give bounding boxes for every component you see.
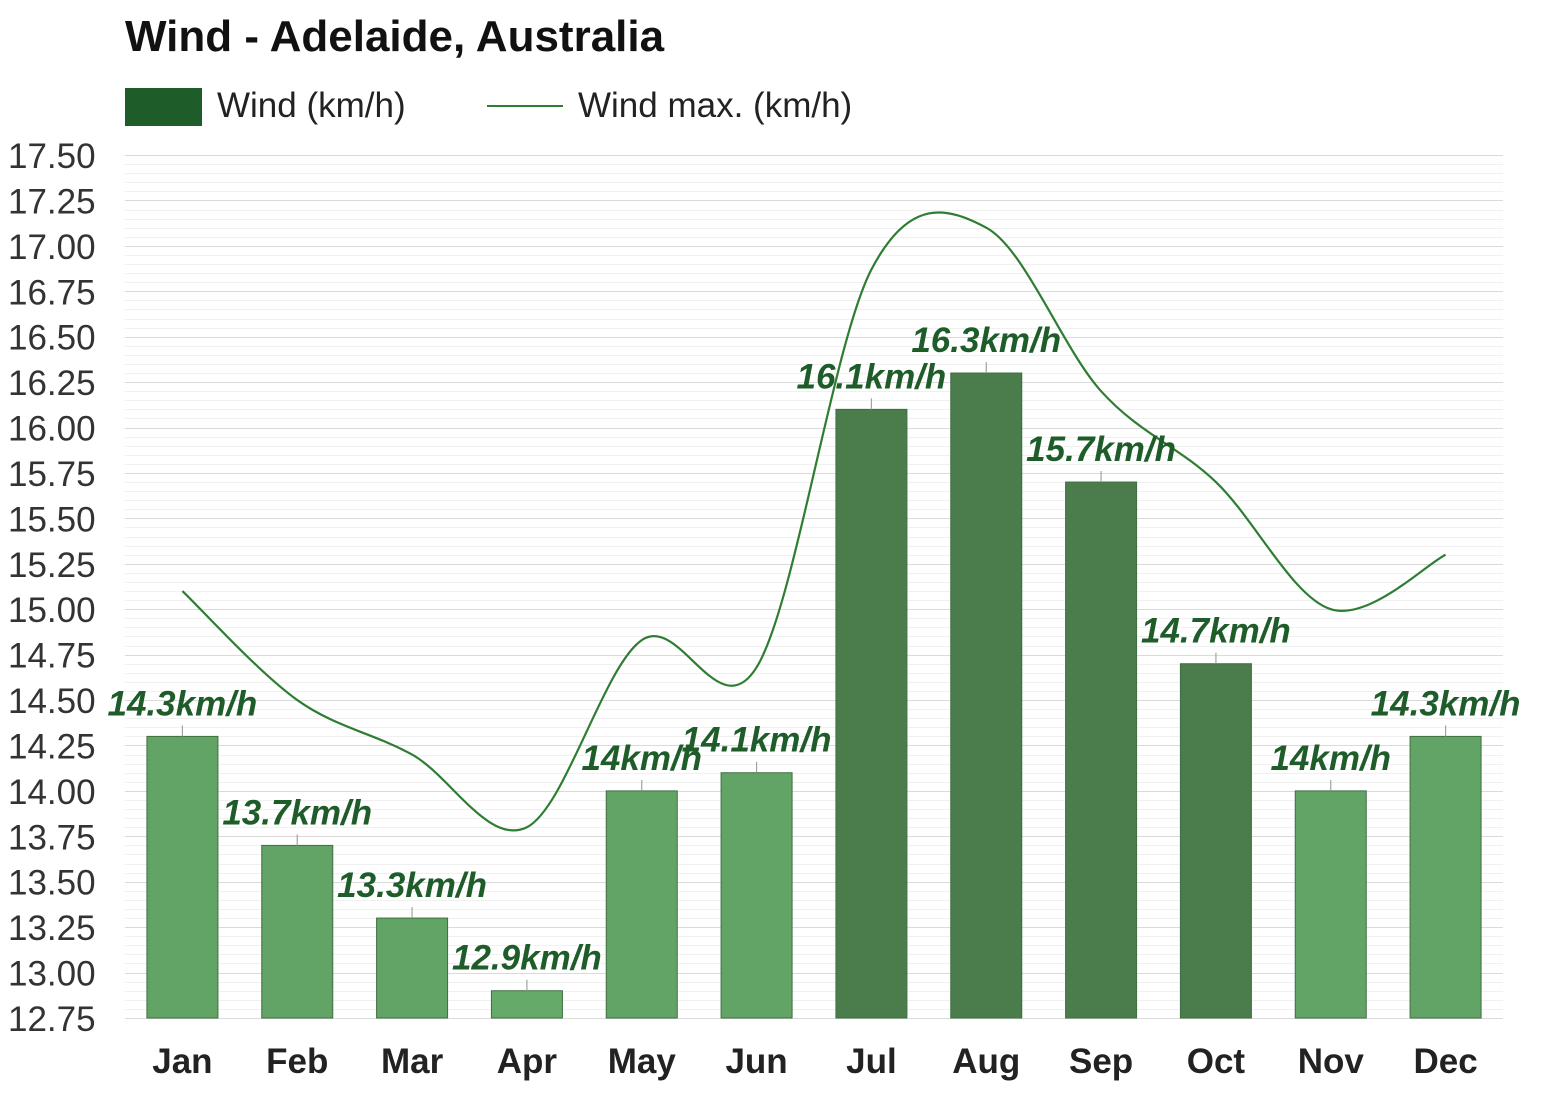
x-tick-label-feb: Feb xyxy=(266,1042,328,1081)
bar-dec xyxy=(1409,735,1482,1019)
y-tick-label: 14.50 xyxy=(8,682,96,721)
y-tick-label: 13.50 xyxy=(8,864,96,903)
x-tick-label-jan: Jan xyxy=(152,1042,212,1081)
data-label-dec: 14.3km/h xyxy=(1371,684,1521,723)
y-tick-label: 16.50 xyxy=(8,319,96,358)
data-label-jan: 14.3km/h xyxy=(108,684,258,723)
y-tick-label: 12.75 xyxy=(8,1000,96,1039)
x-tick-label-jul: Jul xyxy=(846,1042,897,1081)
x-tick-label-sep: Sep xyxy=(1069,1042,1133,1081)
y-tick-label: 16.00 xyxy=(8,410,96,449)
y-tick-label: 15.50 xyxy=(8,500,96,539)
y-axis-tick-labels: 17.50 17.25 17.00 16.75 16.50 16.25 16.00 15.75… xyxy=(8,137,96,1039)
gridlines xyxy=(125,155,1503,1019)
data-label-oct: 14.7km/h xyxy=(1141,612,1291,651)
data-label-aug: 16.3km/h xyxy=(911,321,1061,360)
x-tick-label-aug: Aug xyxy=(952,1042,1020,1081)
bar-jan xyxy=(146,735,219,1019)
bar-feb xyxy=(261,844,334,1019)
data-label-jul: 16.1km/h xyxy=(797,357,947,396)
data-label-sep: 15.7km/h xyxy=(1026,430,1176,469)
y-tick-label: 13.25 xyxy=(8,909,96,948)
y-tick-label: 14.75 xyxy=(8,637,96,676)
data-label-mar: 13.3km/h xyxy=(337,866,487,905)
y-tick-label: 13.75 xyxy=(8,818,96,857)
chart-title: Wind - Adelaide, Australia xyxy=(125,12,665,61)
legend-swatch-wind xyxy=(125,88,202,126)
data-label-nov: 14km/h xyxy=(1270,739,1391,778)
bars xyxy=(146,362,1482,1019)
x-tick-label-jun: Jun xyxy=(725,1042,787,1081)
bar-nov xyxy=(1294,790,1367,1019)
y-tick-label: 14.25 xyxy=(8,727,96,766)
data-label-apr: 12.9km/h xyxy=(452,939,602,978)
x-tick-label-dec: Dec xyxy=(1413,1042,1477,1081)
data-label-may: 14km/h xyxy=(581,739,702,778)
y-tick-label: 16.75 xyxy=(8,273,96,312)
y-tick-label: 13.00 xyxy=(8,955,96,994)
bar-jun xyxy=(720,772,793,1019)
y-tick-label: 17.00 xyxy=(8,228,96,267)
y-tick-label: 15.00 xyxy=(8,591,96,630)
x-tick-label-may: May xyxy=(608,1042,677,1081)
legend-swatch-wind-max xyxy=(487,105,563,107)
y-tick-label: 17.50 xyxy=(8,137,96,176)
bar-apr xyxy=(490,990,563,1019)
y-tick-label: 14.00 xyxy=(8,773,96,812)
legend-label-wind-max: Wind max. (km/h) xyxy=(578,86,853,125)
x-tick-label-oct: Oct xyxy=(1187,1042,1246,1081)
wind-max-line xyxy=(181,211,1447,832)
line-series xyxy=(181,211,1447,832)
bar-sep xyxy=(1065,481,1138,1019)
x-axis-tick-labels: Jan Feb Mar Apr May Jun Jul Aug Sep Oct Nov Dec xyxy=(152,1042,1477,1081)
x-tick-label-nov: Nov xyxy=(1298,1042,1365,1081)
y-tick-label: 16.25 xyxy=(8,364,96,403)
bar-mar xyxy=(376,917,449,1019)
data-label-feb: 13.7km/h xyxy=(222,793,372,832)
x-tick-label-mar: Mar xyxy=(381,1042,444,1081)
bar-aug xyxy=(950,372,1023,1019)
data-label-jun: 14.1km/h xyxy=(682,721,832,760)
chart-legend: Wind (km/h) Wind max. (km/h) xyxy=(125,84,1025,128)
bar-may xyxy=(605,790,678,1019)
bar-oct xyxy=(1179,663,1252,1019)
y-tick-label: 17.25 xyxy=(8,182,96,221)
y-tick-label: 15.75 xyxy=(8,455,96,494)
y-tick-label: 15.25 xyxy=(8,546,96,585)
bar-jul xyxy=(835,408,908,1019)
legend-label-wind: Wind (km/h) xyxy=(217,86,406,125)
x-tick-label-apr: Apr xyxy=(497,1042,558,1081)
data-labels: 14.3km/h13.7km/h13.3km/h12.9km/h14km/h14… xyxy=(108,321,1521,978)
